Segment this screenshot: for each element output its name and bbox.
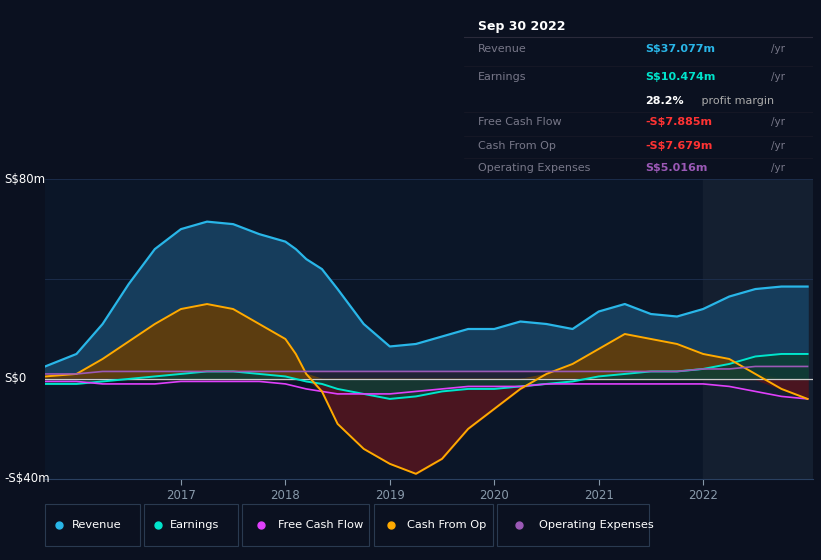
Text: Revenue: Revenue [478, 44, 526, 54]
Text: Operating Expenses: Operating Expenses [539, 520, 654, 530]
Text: Operating Expenses: Operating Expenses [478, 163, 590, 173]
Text: profit margin: profit margin [698, 96, 773, 106]
Text: Free Cash Flow: Free Cash Flow [277, 520, 363, 530]
Text: 28.2%: 28.2% [645, 96, 684, 106]
Text: S$10.474m: S$10.474m [645, 72, 716, 82]
Text: Free Cash Flow: Free Cash Flow [478, 117, 562, 127]
Text: -S$7.679m: -S$7.679m [645, 141, 713, 151]
Text: Cash From Op: Cash From Op [478, 141, 556, 151]
Text: -S$40m: -S$40m [4, 472, 50, 486]
Text: /yr: /yr [771, 44, 785, 54]
Text: Earnings: Earnings [170, 520, 219, 530]
Text: /yr: /yr [771, 163, 785, 173]
Text: Cash From Op: Cash From Op [407, 520, 486, 530]
Bar [703, 179, 813, 479]
Text: /yr: /yr [771, 141, 785, 151]
Text: Earnings: Earnings [478, 72, 526, 82]
Text: Revenue: Revenue [71, 520, 122, 530]
Text: -S$7.885m: -S$7.885m [645, 117, 713, 127]
Text: S$80m: S$80m [4, 172, 45, 186]
Text: S$0: S$0 [4, 372, 26, 385]
Text: /yr: /yr [771, 72, 785, 82]
Text: S$37.077m: S$37.077m [645, 44, 715, 54]
Text: Sep 30 2022: Sep 30 2022 [478, 20, 566, 32]
Text: /yr: /yr [771, 117, 785, 127]
Text: S$5.016m: S$5.016m [645, 163, 708, 173]
